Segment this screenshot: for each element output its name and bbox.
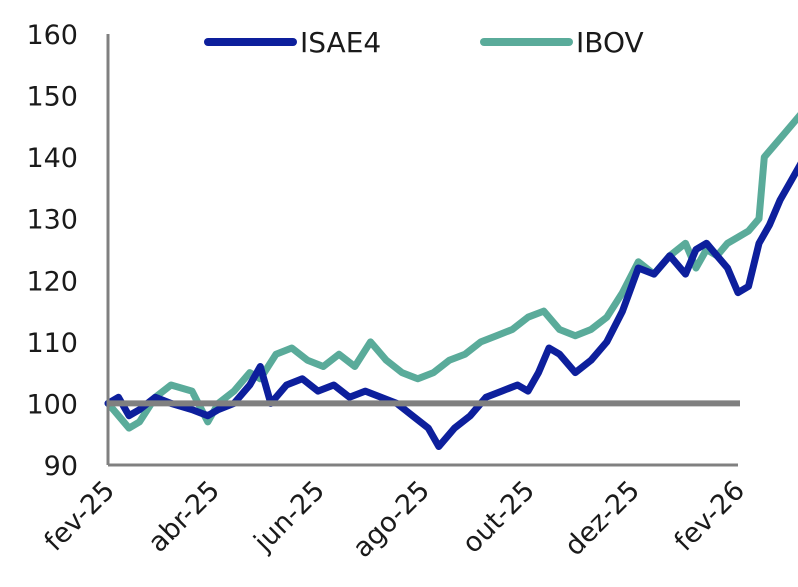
x-tick-label: out-25 <box>457 475 541 559</box>
series-line-ibov <box>104 112 798 432</box>
y-tick-label: 110 <box>26 328 78 359</box>
x-tick-label: ago-25 <box>347 475 436 564</box>
legend: ISAE4 IBOV <box>204 26 644 59</box>
y-tick-label: 150 <box>26 82 78 113</box>
legend-label-ibov: IBOV <box>576 26 644 59</box>
x-tick-label: fev-26 <box>669 475 751 557</box>
y-tick-label: 90 <box>44 451 78 482</box>
x-tick-label: fev-25 <box>39 475 121 557</box>
y-tick-label: 120 <box>26 266 78 297</box>
y-tick-label: 100 <box>26 389 78 420</box>
series-layer <box>104 112 798 450</box>
legend-label-isae4: ISAE4 <box>300 26 381 59</box>
axes <box>106 34 740 467</box>
y-axis-ticks: 90 100 110 120 130 140 150 160 <box>26 20 78 482</box>
x-tick-label: abr-25 <box>142 475 226 559</box>
x-axis-ticks: fev-25 abr-25 jun-25 ago-25 out-25 dez-25 fev-… <box>39 475 751 564</box>
x-tick-label: dez-25 <box>559 475 646 562</box>
y-tick-label: 130 <box>26 205 78 236</box>
y-tick-label: 160 <box>26 20 78 51</box>
x-tick-label: jun-25 <box>248 475 331 558</box>
y-tick-label: 140 <box>26 143 78 174</box>
